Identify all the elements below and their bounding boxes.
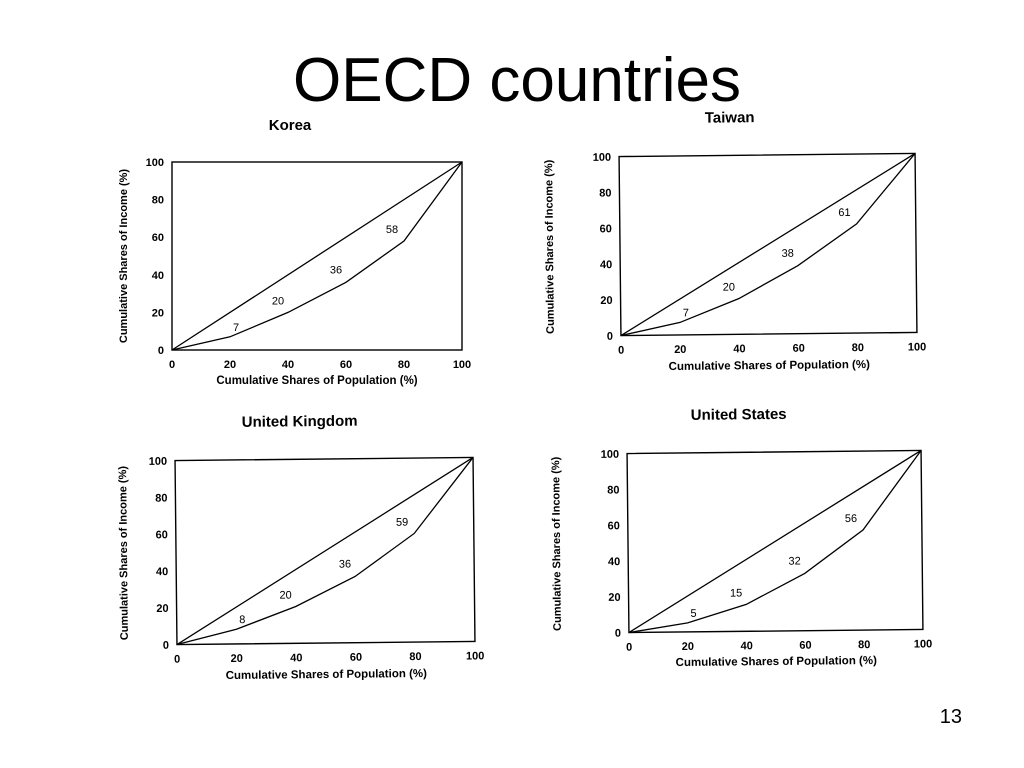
y-tick-label: 60 — [156, 529, 168, 541]
data-label: 59 — [396, 517, 408, 529]
x-tick-label: 0 — [626, 642, 632, 654]
y-tick-label: 0 — [163, 640, 169, 652]
page-number: 13 — [939, 706, 962, 728]
plot-frame — [626, 449, 924, 634]
data-label: 5 — [690, 608, 696, 620]
y-tick-label: 80 — [607, 484, 619, 496]
y-tick-label: 0 — [158, 345, 164, 357]
equality-line — [628, 449, 922, 634]
y-tick-label: 20 — [608, 592, 620, 604]
y-tick-label: 80 — [599, 187, 611, 199]
x-axis-label: Cumulative Shares of Population (%) — [216, 375, 417, 387]
x-axis-label: Cumulative Shares of Population (%) — [669, 359, 871, 373]
data-label: 20 — [723, 282, 735, 294]
x-tick-label: 20 — [674, 344, 686, 356]
x-tick-label: 40 — [733, 343, 745, 355]
x-tick-label: 20 — [224, 359, 236, 371]
x-tick-label: 80 — [858, 639, 870, 651]
y-tick-label: 20 — [156, 603, 168, 615]
x-tick-label: 0 — [169, 359, 175, 371]
plot-frame — [174, 456, 476, 646]
x-tick-label: 60 — [799, 640, 811, 652]
data-label: 15 — [730, 587, 742, 599]
x-tick-label: 0 — [618, 345, 624, 357]
y-tick-label: 40 — [600, 259, 612, 271]
chart-title: Taiwan — [705, 109, 755, 127]
data-label: 56 — [845, 513, 857, 525]
x-tick-label: 100 — [914, 638, 932, 650]
x-tick-label: 40 — [290, 652, 302, 664]
chart-title: United States — [691, 406, 787, 424]
plot-frame — [618, 152, 918, 337]
data-label: 20 — [279, 590, 291, 602]
x-tick-label: 100 — [908, 341, 926, 353]
x-axis-label: Cumulative Shares of Population (%) — [676, 655, 878, 669]
y-tick-label: 60 — [152, 232, 164, 244]
y-tick-label: 40 — [152, 270, 164, 282]
data-label: 7 — [683, 307, 689, 319]
equality-line — [620, 152, 916, 337]
y-tick-label: 100 — [146, 157, 164, 169]
x-tick-label: 40 — [282, 359, 294, 371]
x-tick-label: 80 — [409, 651, 421, 663]
y-tick-label: 100 — [593, 152, 611, 164]
lorenz-curve — [171, 161, 463, 351]
y-tick-label: 0 — [615, 628, 621, 640]
y-tick-label: 60 — [608, 520, 620, 532]
data-label: 8 — [239, 614, 245, 626]
lorenz-curve — [176, 457, 474, 646]
x-tick-label: 60 — [793, 343, 805, 355]
chart-title: Korea — [269, 117, 312, 134]
x-tick-label: 40 — [741, 640, 753, 652]
data-label: 32 — [788, 555, 800, 567]
lorenz-curve — [628, 450, 922, 634]
data-label: 7 — [233, 322, 239, 334]
y-tick-label: 20 — [600, 295, 612, 307]
y-tick-label: 100 — [601, 449, 619, 461]
y-tick-label: 0 — [607, 331, 613, 343]
x-tick-label: 60 — [350, 652, 362, 664]
x-tick-label: 80 — [398, 359, 410, 371]
x-tick-label: 100 — [453, 359, 471, 371]
x-tick-label: 20 — [682, 641, 694, 653]
equality-line — [171, 161, 463, 351]
data-label: 58 — [386, 224, 398, 236]
y-tick-label: 40 — [608, 556, 620, 568]
data-label: 61 — [838, 207, 850, 219]
y-axis-label: Cumulative Shares of Income (%) — [550, 456, 564, 631]
x-tick-label: 80 — [852, 342, 864, 354]
y-tick-label: 100 — [149, 456, 167, 468]
equality-line — [176, 456, 474, 646]
x-tick-label: 60 — [340, 359, 352, 371]
y-axis-label: Cumulative Shares of Income (%) — [543, 159, 557, 334]
slide-title: OECD countries — [293, 46, 741, 115]
data-label: 36 — [339, 558, 351, 570]
y-tick-label: 80 — [155, 492, 167, 504]
x-tick-label: 20 — [231, 653, 243, 665]
x-tick-label: 100 — [466, 650, 484, 662]
y-tick-label: 80 — [152, 195, 164, 207]
chart-title: United Kingdom — [242, 413, 358, 431]
y-tick-label: 40 — [156, 566, 168, 578]
data-label: 36 — [330, 264, 342, 276]
y-tick-label: 60 — [600, 223, 612, 235]
x-tick-label: 0 — [174, 654, 180, 666]
plot-frame — [171, 161, 463, 351]
data-label: 20 — [272, 295, 284, 307]
data-label: 38 — [782, 248, 794, 260]
y-axis-label: Cumulative Shares of Income (%) — [117, 466, 131, 641]
lorenz-curve — [620, 153, 916, 337]
x-axis-label: Cumulative Shares of Population (%) — [226, 668, 428, 682]
y-tick-label: 20 — [152, 307, 164, 319]
y-axis-label: Cumulative Shares of Income (%) — [118, 169, 130, 344]
